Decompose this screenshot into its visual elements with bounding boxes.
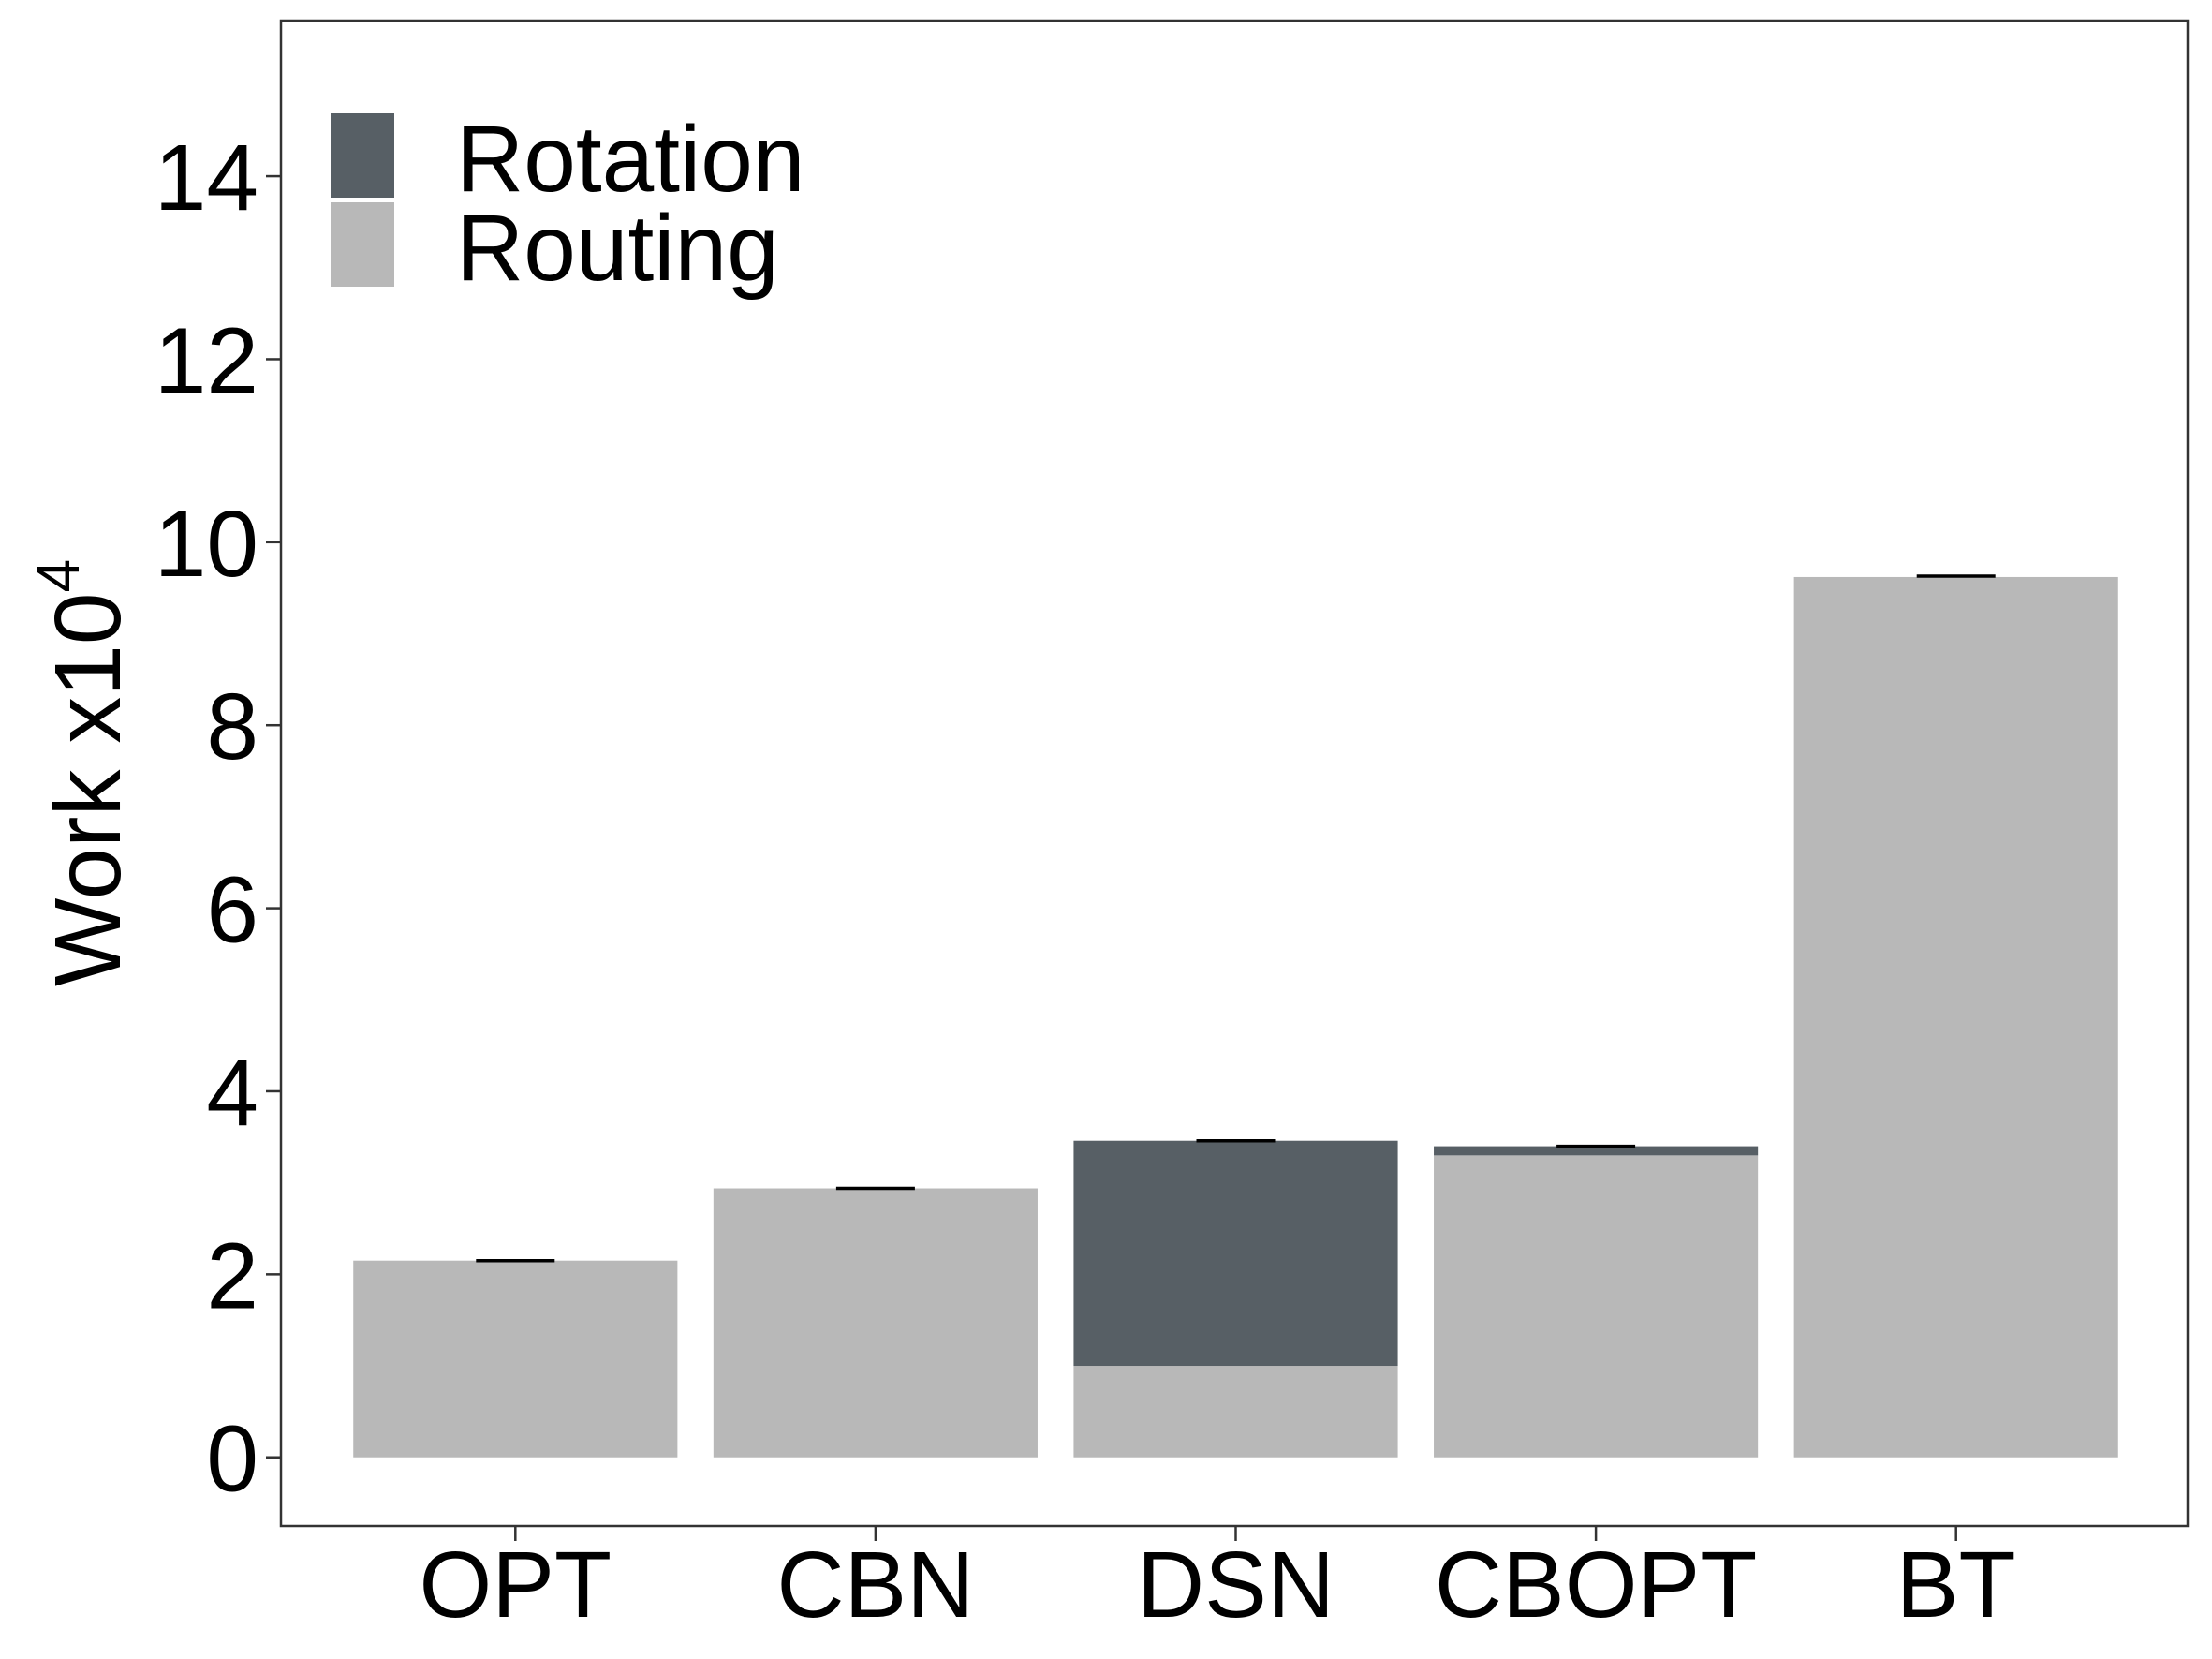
x-tick-label: OPT <box>420 1533 612 1637</box>
x-axis: OPT CBN DSN CBOPT BT <box>420 1526 2016 1637</box>
y-tick-label: 12 <box>155 308 258 413</box>
y-axis-title: Work x104 <box>24 559 140 986</box>
legend-label-routing: Routing <box>456 196 779 301</box>
y-axis-title-superscript: 4 <box>24 559 92 593</box>
y-tick-label: 4 <box>206 1041 258 1146</box>
bar-bt-routing <box>1793 576 2118 1458</box>
legend-label-rotation: Rotation <box>456 107 804 212</box>
bar-dsn-rotation <box>1073 1140 1398 1367</box>
plot-panel-border <box>279 19 2190 1528</box>
bar-cbn-routing <box>713 1188 1038 1458</box>
bar-dsn-routing <box>1073 1366 1398 1458</box>
legend-key-rotation <box>331 113 394 198</box>
y-tick-label: 2 <box>206 1223 258 1328</box>
y-tick-label: 14 <box>155 126 258 230</box>
y-tick-label: 0 <box>206 1407 258 1512</box>
error-caps-layer <box>476 574 1996 1263</box>
x-tick-label: DSN <box>1137 1533 1335 1637</box>
bar-cbopt-routing <box>1434 1155 1759 1458</box>
y-axis-title-text: Work x10 <box>36 593 140 987</box>
x-tick-label: BT <box>1896 1533 2016 1637</box>
bar-opt-routing <box>353 1260 678 1458</box>
y-tick-label: 8 <box>206 674 258 779</box>
y-tick-label: 10 <box>155 492 258 597</box>
x-tick-label: CBOPT <box>1435 1533 1757 1637</box>
bars-layer <box>353 576 2118 1458</box>
legend-key-routing <box>331 202 394 287</box>
y-axis: 0 2 4 6 8 10 12 14 <box>155 126 281 1512</box>
y-tick-label: 6 <box>206 858 258 963</box>
bar-cbopt-rotation <box>1434 1146 1759 1156</box>
x-tick-label: CBN <box>776 1533 974 1637</box>
